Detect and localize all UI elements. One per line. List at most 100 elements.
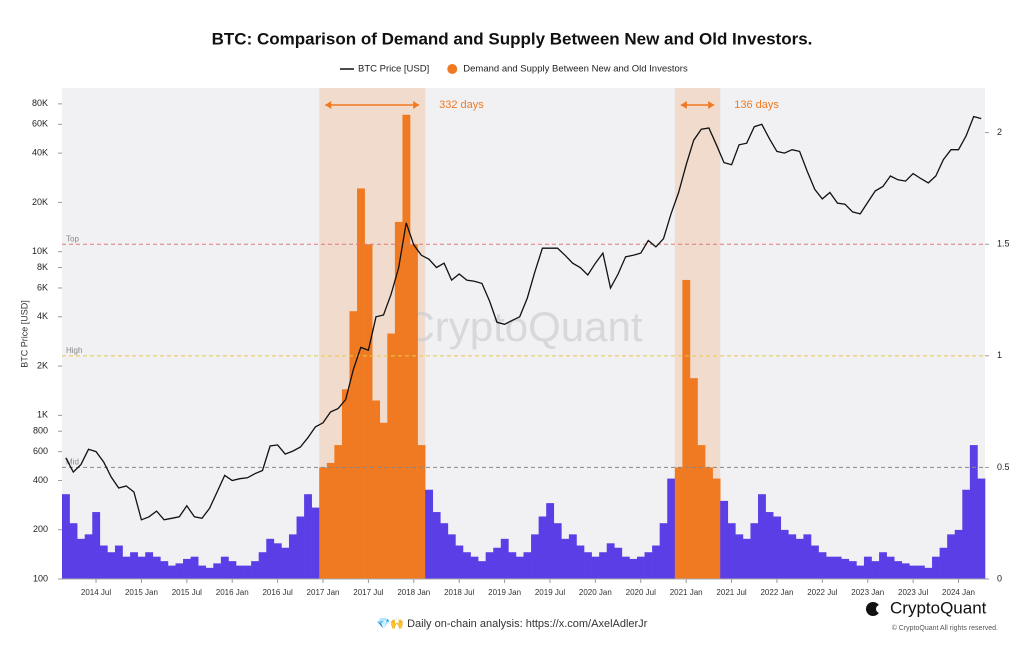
bar [848,561,857,579]
bar [871,561,880,579]
bar [954,529,963,579]
watermark: CryptoQuant [404,303,642,350]
y2-tick-label: 2 [997,127,1002,137]
bar [621,556,630,579]
y-tick-label: 10K [32,246,48,256]
bar [183,558,191,579]
bar [228,561,237,579]
bar [69,523,78,579]
bar [568,534,577,579]
bar [538,516,547,579]
bar [311,507,320,579]
x-tick-label: 2018 Jul [444,588,474,597]
bar [326,462,335,579]
bar [667,478,676,579]
bar [349,311,358,579]
bar [440,523,449,579]
bar [410,244,418,579]
x-tick-label: 2020 Jan [579,588,612,597]
x-tick-label: 2017 Jan [307,588,340,597]
x-tick-label: 2022 Jan [760,588,793,597]
bar [357,188,365,579]
reference-label: Top [66,234,79,243]
bar [243,565,252,579]
bar [62,494,70,579]
bar [417,445,426,579]
bar [281,547,290,579]
bar [84,534,93,579]
bar [515,556,524,579]
bar [546,503,555,579]
bar [629,558,638,579]
bar [99,545,108,579]
bar [107,552,116,579]
bar [114,545,123,579]
bar [697,445,706,579]
x-tick-label: 2022 Jul [807,588,837,597]
bar [818,552,827,579]
bar [977,478,986,579]
bar [213,563,222,579]
bar [750,523,759,579]
highlight-label: 332 days [439,99,484,111]
y-tick-label: 6K [37,282,48,292]
bar [606,543,615,579]
bar [576,545,585,579]
x-tick-label: 2018 Jan [397,588,430,597]
bar [962,489,971,579]
y-tick-label: 40K [32,148,48,158]
bar [152,556,161,579]
y-tick-label: 1K [37,410,48,420]
bar [894,561,903,579]
bar [644,552,653,579]
bar [863,556,872,579]
bar [947,534,956,579]
bar [826,556,834,579]
brand-logo [866,602,880,616]
y-tick-label: 4K [37,311,48,321]
bar [614,547,623,579]
bar [122,556,131,579]
x-tick-label: 2016 Jan [216,588,249,597]
bar [939,547,948,579]
x-tick-label: 2023 Jul [898,588,928,597]
bar [924,567,933,579]
bar [251,561,260,579]
bar [841,558,850,579]
x-tick-label: 2015 Jul [172,588,202,597]
bar [727,523,736,579]
bar [591,556,600,579]
y-tick-label: 800 [33,426,48,436]
bar [304,494,312,579]
x-tick-label: 2017 Jul [353,588,383,597]
y-tick-label: 400 [33,475,48,485]
copyright: © CryptoQuant All rights reserved. [892,624,998,632]
bar [425,489,434,579]
bar [493,547,502,579]
bar [175,563,184,579]
bar [130,552,138,579]
bar [932,556,940,579]
bar [137,556,146,579]
bar [599,552,608,579]
bar [478,561,486,579]
y2-tick-label: 0 [997,573,1002,583]
bar [145,552,154,579]
bar [909,565,918,579]
bar [636,556,645,579]
bar [334,445,343,579]
bar [394,221,403,579]
bar [455,545,464,579]
bar [720,500,729,579]
bar [879,552,887,579]
bar [485,552,494,579]
brand-name: CryptoQuant [890,598,987,617]
footer-note: 💎🙌 Daily on-chain analysis: https://x.co… [377,617,648,630]
bar [735,534,744,579]
bar [379,422,388,579]
bar [705,467,713,579]
x-tick-label: 2024 Jan [942,588,975,597]
bar [266,538,275,579]
bar [372,400,381,579]
